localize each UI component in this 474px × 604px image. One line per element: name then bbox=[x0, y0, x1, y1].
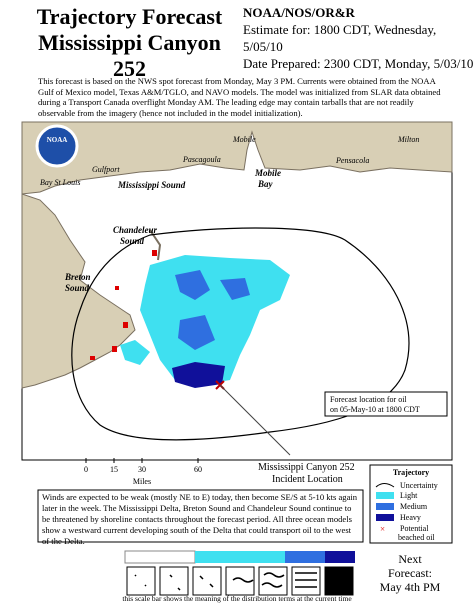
scale-label: 0 bbox=[84, 465, 88, 474]
legend-label: Potential bbox=[400, 524, 429, 533]
next-forecast-line: Next bbox=[398, 552, 422, 566]
distribution-bar bbox=[124, 550, 355, 596]
scale-label: 30 bbox=[138, 465, 146, 474]
water-label: Bay bbox=[257, 179, 274, 189]
legend-label: Heavy bbox=[400, 513, 421, 522]
water-label: Mississippi Sound bbox=[117, 180, 186, 190]
footer-text: Winds are expected to be weak (mostly NE… bbox=[42, 492, 358, 546]
next-forecast-line: May 4th PM bbox=[379, 580, 441, 594]
incident-label: Mississippi Canyon 252 bbox=[258, 462, 355, 473]
incident-label: Incident Location bbox=[272, 474, 343, 485]
agency: NOAA/NOS/OR&R bbox=[243, 5, 355, 20]
forecast-note: Forecast location for oil bbox=[330, 395, 407, 404]
estimate: Estimate for: 1800 CDT, Wednesday, 5/05/… bbox=[243, 22, 437, 54]
next-forecast: Next Forecast: May 4th PM bbox=[370, 552, 450, 594]
prepared: Date Prepared: 2300 CDT, Monday, 5/03/10 bbox=[243, 56, 474, 71]
place: Mobile bbox=[232, 135, 256, 144]
water-labels: Mississippi Sound Mobile Bay Chandeleur … bbox=[64, 168, 281, 293]
incident-leader bbox=[219, 384, 291, 456]
title-line: Mississippi Canyon 252 bbox=[38, 30, 221, 81]
oil-medium bbox=[175, 270, 250, 350]
legend-labels: Uncertainty Light Medium Heavy Potential… bbox=[398, 481, 438, 542]
water-label: Breton bbox=[64, 272, 91, 282]
legend-swatch bbox=[376, 503, 394, 510]
legend-swatch: × bbox=[380, 524, 385, 534]
place: Milton bbox=[397, 135, 419, 144]
legend-title: Trajectory bbox=[393, 468, 429, 477]
scale-label: 15 bbox=[110, 465, 118, 474]
scale-label: 60 bbox=[194, 465, 202, 474]
footer-box bbox=[37, 489, 364, 543]
title: Trajectory Forecast Mississippi Canyon 2… bbox=[22, 4, 237, 82]
noaa-logo bbox=[35, 124, 79, 168]
oil-light bbox=[120, 340, 150, 365]
header-info: NOAA/NOS/OR&R Estimate for: 1800 CDT, We… bbox=[243, 4, 474, 72]
place-labels: Mobile Milton Gulfport Pascagoula Pensac… bbox=[40, 135, 419, 187]
oil-heavy bbox=[172, 362, 225, 388]
legend-label: Uncertainty bbox=[400, 481, 438, 490]
uncertainty-boundary bbox=[71, 227, 410, 441]
intro-text: This forecast is based on the NWS spot f… bbox=[38, 76, 441, 118]
forecast-note: on 05-May-10 at 1800 CDT bbox=[330, 405, 420, 414]
scale-unit: Miles bbox=[133, 477, 151, 486]
caption: this scale bar shows the meaning of the … bbox=[122, 594, 352, 603]
legend-box bbox=[369, 464, 453, 544]
coast-land bbox=[21, 121, 453, 195]
legend-label: Light bbox=[400, 491, 418, 500]
scale-bar: 0 15 30 60 Miles bbox=[84, 458, 202, 486]
place: Pensacola bbox=[335, 156, 369, 165]
place: Pascagoula bbox=[182, 155, 221, 164]
legend-label: Medium bbox=[400, 502, 428, 511]
title-line: Trajectory Forecast bbox=[36, 4, 223, 29]
forecast-box bbox=[324, 391, 448, 417]
water-label: Sound bbox=[120, 236, 145, 246]
map: NOAA Mobile Milton Gulfport Pascagoula P… bbox=[21, 121, 453, 485]
legend-swatch bbox=[376, 492, 394, 499]
place: Gulfport bbox=[92, 165, 120, 174]
legend: Trajectory × Uncertainty Light Medium He… bbox=[369, 464, 453, 544]
place: Bay St Louis bbox=[40, 178, 80, 187]
legend-label: beached oil bbox=[398, 533, 435, 542]
water-label: Sound bbox=[65, 283, 90, 293]
delta-land bbox=[21, 193, 136, 389]
beached-oil bbox=[90, 250, 157, 360]
legend-swatch bbox=[376, 514, 394, 521]
oil-light bbox=[140, 255, 290, 385]
logo-text: NOAA bbox=[47, 136, 68, 144]
next-forecast-line: Forecast: bbox=[388, 566, 432, 580]
water-label: Chandeleur bbox=[113, 225, 158, 235]
water-label: Mobile bbox=[254, 168, 281, 178]
legend-swatch bbox=[375, 483, 395, 488]
